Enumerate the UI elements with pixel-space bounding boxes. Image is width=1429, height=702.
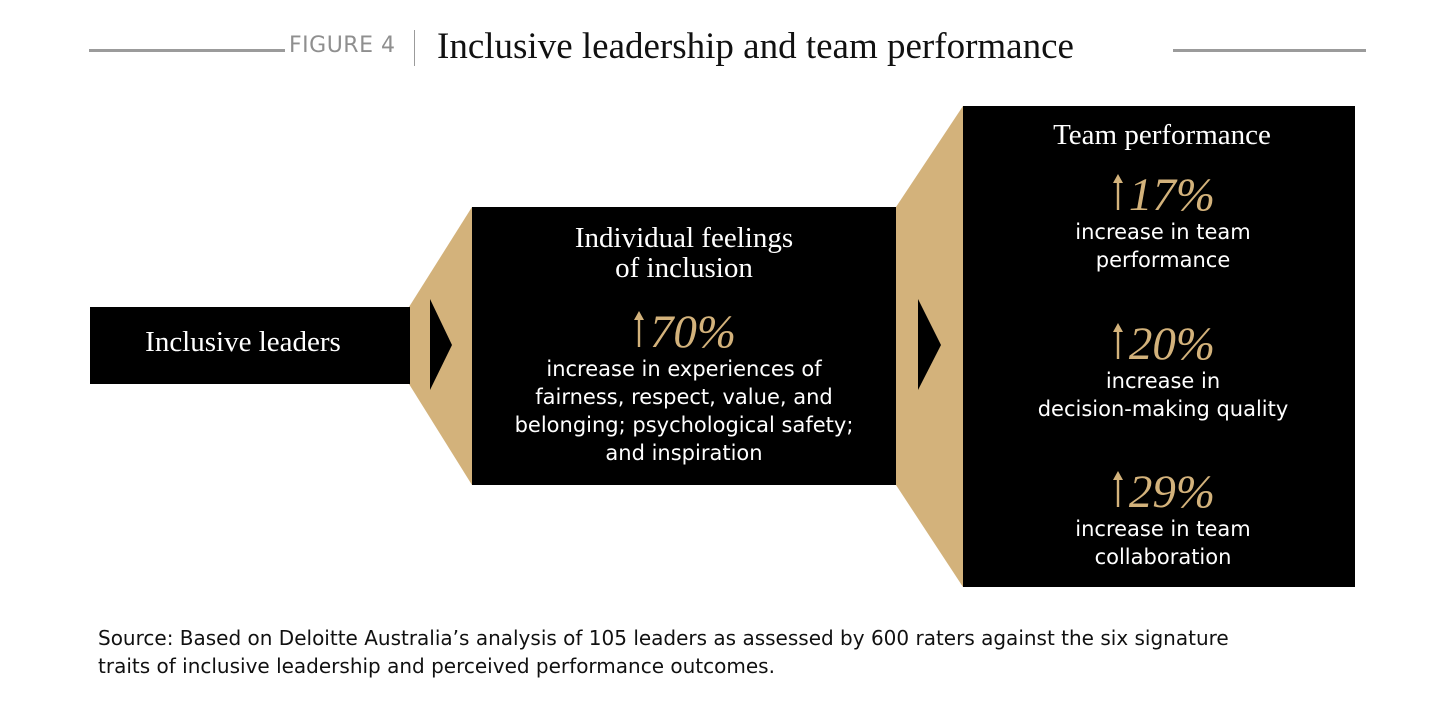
inclusion-box: Individual feelings of inclusion 70% inc… — [472, 207, 896, 485]
stat-value-row: 70% — [472, 306, 896, 358]
stat-description-line: and inspiration — [605, 441, 763, 465]
source-line-1: Source: Based on Deloitte Australia’s an… — [98, 626, 1229, 650]
figure-title: Inclusive leadership and team performanc… — [437, 26, 1074, 67]
stat-value-row: 20% — [963, 318, 1363, 370]
up-arrow-icon — [1111, 469, 1125, 515]
inclusion-stat: 70% increase in experiences of fairness,… — [472, 309, 896, 467]
stat-description: increase in experiences of fairness, res… — [472, 355, 896, 467]
up-arrow-icon — [632, 309, 646, 355]
leaders-box: Inclusive leaders — [90, 307, 410, 384]
figure-label: FIGURE 4 — [289, 33, 396, 58]
stat-description-line: increase in experiences of — [546, 357, 822, 381]
stat-description-line: fairness, respect, value, and — [535, 385, 833, 409]
stat-description: increase in team performance — [963, 218, 1363, 274]
up-arrow-icon — [1111, 321, 1125, 367]
up-arrow-icon — [1111, 172, 1125, 218]
stat-description-line: decision-making quality — [1037, 397, 1289, 421]
flow-arrow-1 — [430, 299, 452, 390]
inclusion-title-line2: of inclusion — [615, 252, 753, 284]
flow-arrow-2 — [918, 299, 941, 390]
inclusion-title: Individual feelings of inclusion — [472, 223, 896, 283]
performance-stat-team: 29% increase in team collaboration — [963, 469, 1363, 571]
performance-box: Team performance 17% increase in team pe… — [963, 106, 1355, 587]
stat-value: 20% — [1128, 318, 1216, 370]
title-rule-left — [89, 49, 285, 52]
title-rule-right — [1173, 49, 1366, 52]
inclusion-title-line1: Individual feelings — [574, 222, 794, 254]
stat-description-line: performance — [1095, 248, 1231, 272]
stat-value: 70% — [649, 306, 737, 358]
stat-description-line: increase in team — [1075, 220, 1251, 244]
leaders-title: Inclusive leaders — [145, 326, 341, 358]
stat-value: 17% — [1128, 169, 1216, 221]
stat-description-line: increase in — [1105, 369, 1221, 393]
performance-stat-decision: 20% increase in decision-making quality — [963, 321, 1363, 423]
stat-description: increase in decision-making quality — [963, 367, 1363, 423]
stat-value-row: 29% — [963, 466, 1363, 518]
source-line-2: traits of inclusive leadership and perce… — [98, 654, 775, 678]
stat-description-line: belonging; psychological safety; — [514, 413, 854, 437]
source-note: Source: Based on Deloitte Australia’s an… — [98, 624, 1358, 680]
stat-description: increase in team collaboration — [963, 515, 1363, 571]
stat-description-line: increase in team — [1075, 517, 1251, 541]
stat-description-line: collaboration — [1094, 545, 1232, 569]
performance-stat-collaboration: 17% increase in team performance — [963, 172, 1363, 274]
performance-title: Team performance — [1053, 119, 1271, 151]
stat-value-row: 17% — [963, 169, 1363, 221]
title-separator — [414, 30, 415, 66]
stat-value: 29% — [1128, 466, 1216, 518]
